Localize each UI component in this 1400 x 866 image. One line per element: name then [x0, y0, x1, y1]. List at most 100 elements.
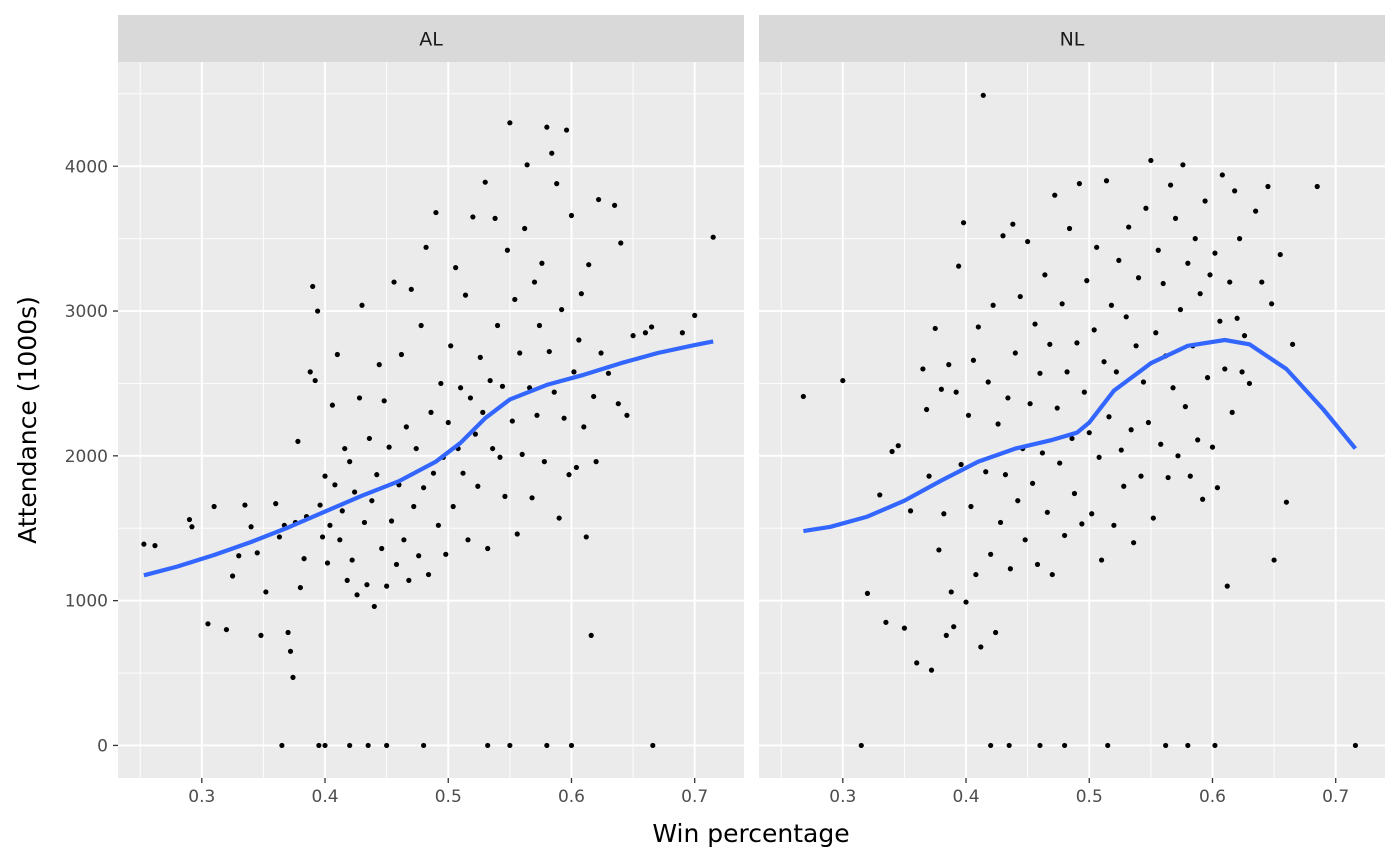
data-point — [958, 461, 964, 468]
data-point — [1207, 272, 1213, 278]
data-point — [1037, 370, 1043, 376]
data-point — [512, 296, 518, 303]
panel-background — [759, 62, 1385, 778]
data-point — [433, 209, 439, 216]
data-point — [978, 644, 984, 650]
data-point — [315, 308, 321, 314]
data-point — [963, 599, 969, 605]
data-point — [1165, 474, 1171, 481]
data-point — [588, 632, 594, 638]
data-point — [1204, 375, 1211, 381]
data-point — [544, 124, 550, 130]
data-point — [1111, 522, 1117, 528]
data-point — [189, 524, 195, 530]
data-point — [509, 418, 515, 424]
data-point — [1103, 178, 1110, 184]
scatter-points — [800, 92, 1359, 749]
data-point — [460, 470, 466, 476]
data-point — [384, 583, 390, 589]
data-point — [914, 660, 920, 666]
x-axes: 0.3 0.4 0.5 0.6 0.7 0.3 0.4 0.5 0.6 0.7 — [188, 778, 1349, 807]
data-point — [864, 590, 871, 596]
data-point — [497, 454, 503, 460]
data-point — [310, 283, 316, 290]
data-point — [445, 419, 451, 426]
data-point — [413, 445, 419, 452]
data-point — [593, 459, 599, 465]
data-point — [205, 621, 211, 627]
data-point — [279, 742, 285, 749]
data-point — [1143, 205, 1149, 211]
data-point — [393, 561, 400, 568]
data-point — [351, 489, 358, 495]
x-axis-title: Win percentage — [652, 819, 849, 848]
data-point — [965, 412, 972, 418]
data-point — [1039, 450, 1046, 456]
data-point — [692, 312, 698, 318]
data-point — [936, 547, 942, 553]
data-point — [1052, 192, 1058, 198]
y-tick-label: 4000 — [65, 157, 108, 177]
y-tick-label: 3000 — [65, 302, 108, 322]
data-point — [1032, 321, 1038, 327]
facet-strip-label: NL — [1060, 29, 1085, 51]
data-point — [551, 389, 557, 395]
data-point — [973, 571, 979, 578]
data-point — [1084, 278, 1090, 284]
scatter-points — [141, 120, 716, 749]
data-point — [985, 379, 991, 385]
data-point — [1187, 473, 1193, 479]
data-point — [406, 577, 412, 583]
data-point — [938, 386, 944, 392]
data-point — [531, 279, 538, 285]
data-point — [1108, 302, 1115, 308]
data-point — [475, 483, 481, 489]
data-point — [1123, 314, 1129, 320]
data-point — [883, 619, 889, 625]
data-point — [1182, 404, 1188, 410]
data-point — [411, 503, 417, 510]
data-point — [401, 537, 407, 543]
data-point — [485, 742, 491, 749]
data-point — [997, 519, 1004, 526]
data-point — [186, 516, 193, 523]
data-point — [499, 383, 506, 389]
data-point — [612, 202, 618, 208]
data-point — [435, 522, 441, 528]
data-point — [347, 459, 353, 465]
data-point — [307, 369, 313, 375]
data-point — [276, 534, 283, 540]
data-point — [529, 495, 535, 501]
data-point — [1180, 162, 1186, 168]
data-point — [1118, 447, 1124, 453]
data-point — [1314, 183, 1320, 190]
data-point — [273, 501, 279, 507]
x-tick-label: 0.3 — [188, 787, 215, 807]
data-point — [923, 406, 930, 413]
data-point — [1101, 359, 1107, 365]
data-point — [595, 196, 602, 203]
data-point — [943, 632, 949, 638]
data-point — [374, 472, 380, 478]
panel-background — [118, 62, 744, 778]
data-point — [990, 302, 996, 308]
data-point — [369, 498, 375, 504]
facet-strip — [118, 15, 744, 62]
smooth-trend-line — [143, 339, 714, 578]
facet-strip — [759, 15, 1385, 62]
data-point — [559, 306, 565, 313]
data-point — [573, 464, 580, 471]
data-point — [576, 337, 582, 343]
data-point — [416, 553, 422, 559]
data-point — [968, 503, 974, 510]
data-point — [889, 448, 895, 455]
data-point — [1076, 181, 1082, 187]
data-point — [1214, 485, 1221, 491]
data-point — [223, 626, 230, 633]
data-point — [1027, 401, 1033, 407]
data-point — [1158, 441, 1164, 447]
data-point — [423, 244, 429, 250]
data-point — [951, 624, 957, 630]
data-point — [448, 343, 454, 349]
data-point — [301, 556, 307, 562]
